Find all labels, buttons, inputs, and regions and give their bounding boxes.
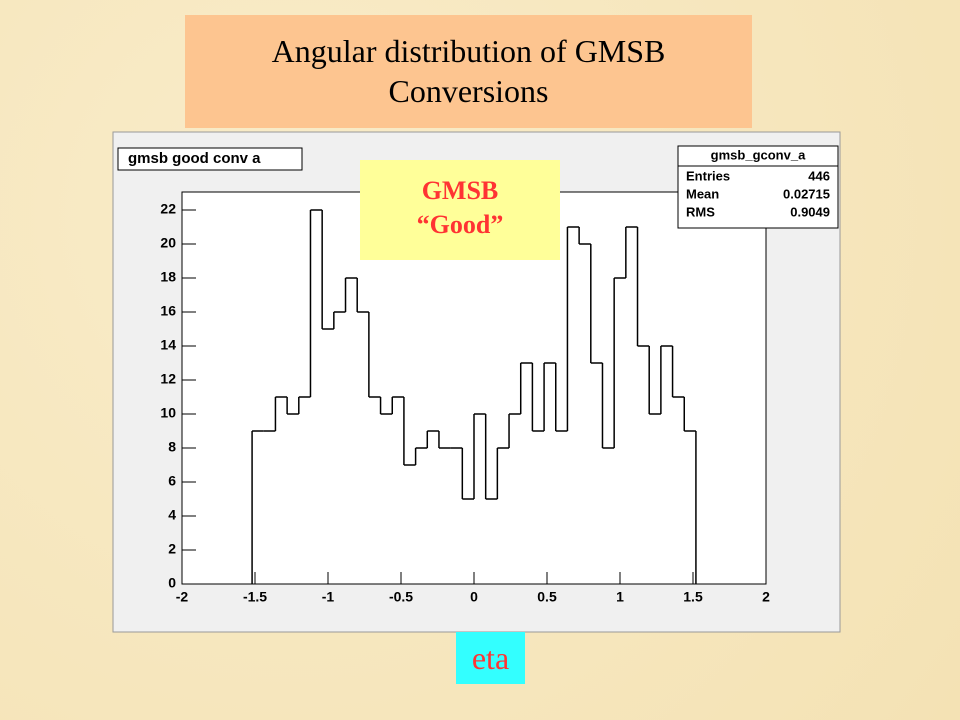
stats-name: gmsb_gconv_a [711, 147, 806, 162]
x-tick-label: -1.5 [243, 589, 267, 605]
slide-title: Angular distribution of GMSB Conversions [271, 33, 666, 109]
stats-label: RMS [686, 204, 715, 219]
y-tick-label: 10 [160, 405, 176, 421]
y-tick-label: 22 [160, 201, 176, 217]
hist-title-box [117, 147, 303, 171]
x-tick-label: -2 [176, 589, 189, 605]
y-tick-label: 12 [160, 371, 176, 387]
x-tick-label: -0.5 [389, 589, 413, 605]
x-tick-label: 0.5 [537, 589, 557, 605]
stats-label: Entries [686, 168, 730, 183]
y-tick-label: 0 [168, 575, 176, 591]
title-box: Angular distribution of GMSB Conversions [185, 15, 752, 128]
x-tick-label: -1 [322, 589, 335, 605]
x-tick-label: 0 [470, 589, 478, 605]
stats-label: Mean [686, 186, 719, 201]
y-tick-label: 16 [160, 303, 176, 319]
x-tick-label: 1 [616, 589, 624, 605]
x-tick-label: 1.5 [683, 589, 703, 605]
hist-title: gmsb good conv a [128, 150, 261, 167]
annotation-box: GMSB “Good” [360, 160, 560, 260]
y-tick-label: 4 [168, 507, 176, 523]
y-tick-label: 18 [160, 269, 176, 285]
annotation-line: GMSB [421, 176, 499, 205]
stats-box [677, 145, 839, 229]
y-tick-label: 20 [160, 235, 176, 251]
annotation-line: “Good” [416, 210, 504, 239]
y-tick-label: 6 [168, 473, 176, 489]
y-tick-label: 2 [168, 541, 176, 557]
x-axis-label: eta [471, 640, 510, 676]
x-tick-label: 2 [762, 589, 770, 605]
stats-value: 0.9049 [790, 204, 830, 219]
y-tick-label: 8 [168, 439, 176, 455]
stats-value: 0.02715 [783, 186, 830, 201]
y-tick-label: 14 [160, 337, 176, 353]
x-label-box: eta [456, 632, 525, 684]
stats-value: 446 [808, 168, 830, 183]
